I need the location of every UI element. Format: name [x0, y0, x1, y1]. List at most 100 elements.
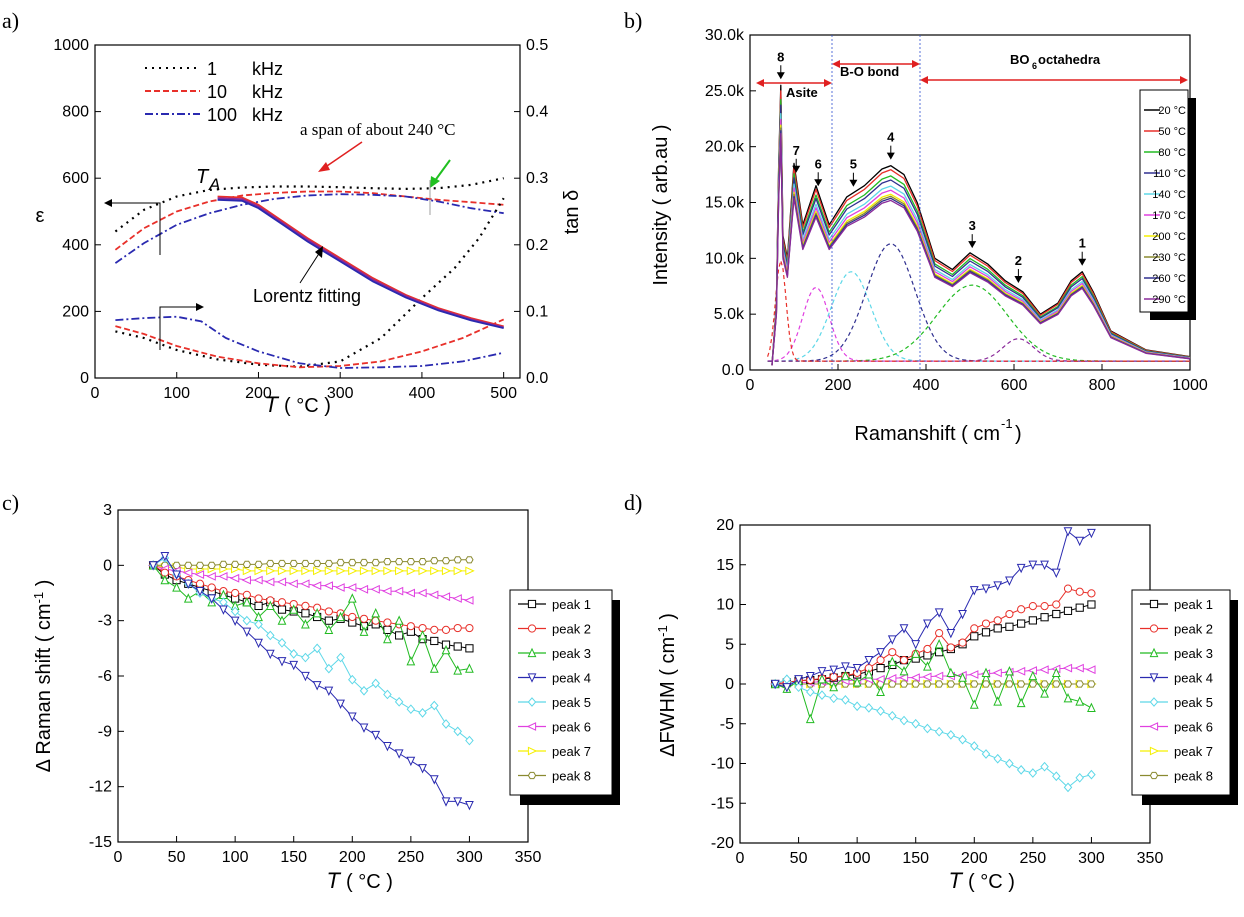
panel-a-legend: 1 kHz 10 kHz 100 kHz — [145, 59, 283, 125]
data-point — [958, 672, 967, 682]
spectrum-line-8 — [771, 130, 1191, 366]
data-point — [969, 699, 979, 709]
legend-label: peak 1 — [1174, 597, 1213, 612]
y-tick-label: 5.0k — [714, 306, 745, 323]
panel-a-label: a) — [2, 8, 19, 33]
data-point — [371, 558, 380, 567]
data-point — [348, 674, 357, 685]
data-point — [230, 616, 240, 626]
bo6-arrow-right — [1180, 76, 1188, 84]
data-point — [946, 629, 956, 639]
data-point — [254, 594, 263, 603]
data-point — [383, 689, 392, 700]
data-point — [1040, 761, 1049, 772]
legend-label: peak 8 — [1174, 769, 1213, 784]
data-point — [347, 583, 357, 592]
data-point — [970, 624, 979, 633]
data-point — [876, 664, 885, 673]
data-point — [441, 797, 451, 807]
data-point — [465, 566, 475, 576]
data-point — [254, 638, 263, 649]
data-point — [875, 674, 885, 684]
data-point — [394, 696, 404, 707]
data-point — [453, 623, 462, 633]
data-point — [1063, 584, 1073, 593]
data-point — [888, 648, 897, 657]
x-tick-label: 600 — [1001, 377, 1028, 394]
legend-label: peak 6 — [552, 720, 591, 735]
peak-arrow-head — [776, 72, 785, 80]
legend-label: peak 3 — [1174, 646, 1213, 661]
legend-marker — [1149, 599, 1159, 609]
data-point — [266, 630, 275, 641]
panel-d-legend: peak 1 peak 2 peak 3 peak 4 peak 5 peak 6 peak… — [1131, 589, 1238, 805]
data-point — [864, 656, 874, 666]
data-point — [1052, 680, 1061, 688]
data-point — [852, 677, 862, 687]
data-point — [1087, 589, 1096, 598]
data-point — [934, 638, 944, 649]
data-point — [347, 712, 357, 722]
data-point — [394, 749, 404, 759]
panel-b: b) 0 200 400 600 800 1000 0.0 5.0k 10.0k 15.0k 20.… — [624, 8, 1208, 445]
series-line-0 — [114, 177, 504, 233]
legend-label: 80 °C — [1158, 147, 1186, 159]
panel-c-ylabel: Δ Raman shift ( cm-1 ) — [31, 580, 56, 773]
spectrum-line-1 — [771, 90, 1191, 365]
y-right-tick-label: 0.3 — [526, 170, 548, 187]
spectrum-line-6 — [771, 124, 1191, 366]
data-point — [430, 557, 439, 565]
y-tick-label: 400 — [62, 237, 89, 254]
x-tick-label: 200 — [961, 850, 988, 867]
data-point — [1005, 758, 1014, 769]
data-point — [806, 687, 815, 697]
data-point — [923, 680, 932, 688]
data-point — [335, 583, 345, 592]
data-point — [324, 663, 334, 674]
panel-d-xlabel-unit: ( °C ) — [968, 871, 1015, 893]
panel-c-xlabel-symbol: T — [327, 868, 342, 893]
panel-b-legend: 20 °C 50 °C 80 °C 110 °C 140 °C 170 °C 200 °C 2… — [1139, 89, 1196, 320]
series-line-8 — [153, 559, 470, 566]
series-line-7 — [153, 564, 470, 572]
data-point — [453, 642, 462, 651]
span-arrow-head — [318, 162, 330, 172]
data-point — [794, 675, 803, 685]
panel-a-xlabel-unit: ( °C ) — [284, 395, 331, 417]
data-point — [981, 667, 991, 677]
data-point — [993, 581, 1003, 591]
data-point — [184, 561, 193, 569]
data-point — [301, 619, 310, 629]
data-point — [172, 570, 181, 580]
data-point — [348, 558, 357, 567]
y-tick-label: 10 — [716, 597, 734, 614]
data-point — [1040, 601, 1049, 611]
data-point — [348, 612, 357, 622]
x-tick-label: 400 — [913, 377, 940, 394]
x-tick-label: 1000 — [1172, 377, 1208, 394]
data-point — [183, 593, 193, 603]
data-point — [301, 652, 310, 663]
data-point — [1005, 576, 1014, 586]
data-point — [254, 619, 263, 630]
region-bo6-tail: octahedra — [1038, 52, 1101, 67]
x-tick-label: 200 — [339, 849, 366, 866]
data-point — [418, 764, 427, 774]
data-point — [312, 559, 322, 568]
y-tick-label: 15 — [716, 557, 734, 574]
y-tick-label: 0 — [103, 557, 112, 574]
legend-label: peak 8 — [552, 769, 591, 784]
data-point — [313, 566, 323, 576]
span-arrow — [323, 141, 363, 169]
data-point — [923, 661, 932, 671]
data-point — [405, 588, 415, 598]
legend-unit-100khz: kHz — [252, 105, 283, 125]
x-tick-label: 400 — [409, 385, 436, 402]
panel-c: c) 0 50 100 150 200 250 300 350 -15 -12 -9 -6 -3 0 3 Δ… — [2, 490, 620, 893]
panel-c-label: c) — [2, 490, 19, 515]
x-tick-label: 200 — [245, 385, 272, 402]
x-tick-label: 300 — [327, 385, 354, 402]
data-point — [359, 626, 369, 636]
data-point — [336, 652, 345, 663]
series-line-7 — [217, 197, 504, 329]
